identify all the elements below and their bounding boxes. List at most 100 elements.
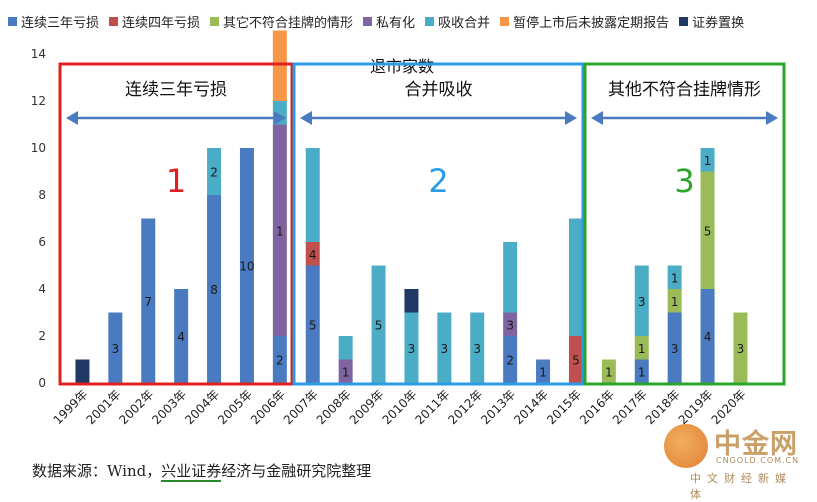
legend-label: 其它不符合挂牌的情形: [223, 15, 354, 31]
watermark: 中金网 CNGOLD.COM.CN 中文财经新媒体: [658, 420, 808, 501]
legend-label: 证券置换: [692, 15, 745, 31]
y-tick-label: 2: [38, 329, 46, 343]
annotation-box: [583, 62, 786, 386]
annotation-box: [292, 62, 585, 386]
x-tick-label: 2004年: [182, 387, 222, 427]
x-tick-label: 2006年: [248, 387, 288, 427]
x-tick-label: 2014年: [511, 387, 551, 427]
data-label: 3: [671, 342, 679, 356]
bar-segment: [239, 148, 254, 383]
y-tick-label: 10: [31, 141, 46, 155]
data-label: 1: [605, 365, 613, 379]
x-tick-label: 2007年: [281, 387, 321, 427]
bar-segment: [634, 359, 649, 383]
bar-segment: [338, 359, 353, 383]
watermark-subtitle: 中文财经新媒体: [690, 472, 792, 501]
watermark-url: CNGOLD.COM.CN: [716, 456, 800, 465]
data-label: 10: [239, 260, 254, 274]
bar-segment: [305, 265, 320, 383]
source-suffix: 经济与金融研究院整理: [221, 462, 372, 480]
legend-swatch: [425, 16, 435, 26]
bar-segment: [601, 359, 616, 383]
data-label: 1: [342, 365, 350, 379]
arrow-left-icon: [300, 111, 312, 125]
bar-segment: [667, 312, 682, 383]
data-label: 4: [704, 330, 712, 344]
x-tick-label: 2008年: [314, 387, 354, 427]
annotation-label: 合并吸收: [405, 80, 473, 100]
legend-label: 暂停上市后未披露定期报告: [513, 15, 670, 31]
data-label: 1: [704, 154, 712, 168]
bar-segment: [272, 336, 287, 383]
x-tick-label: 2013年: [478, 387, 518, 427]
bar-segment: [733, 312, 748, 383]
legend-item: 连续四年亏损: [109, 12, 200, 31]
bar-segment: [700, 171, 715, 289]
legend-swatch: [679, 16, 689, 26]
bar-segment: [667, 265, 682, 289]
data-label: 2: [210, 166, 218, 180]
source-note: 数据来源：Wind，兴业证券经济与金融研究院整理: [32, 460, 372, 482]
bar-segment: [568, 218, 583, 336]
source-highlight: 兴业证券: [161, 462, 222, 482]
data-label: 7: [144, 295, 152, 309]
bar-segment: [503, 242, 518, 313]
x-tick-label: 2012年: [445, 387, 485, 427]
legend-label: 连续四年亏损: [122, 15, 201, 31]
bar-segment: [503, 336, 518, 383]
bar-segment: [141, 218, 156, 383]
data-label: 5: [704, 224, 712, 238]
legend-swatch: [109, 16, 119, 26]
bar-segment: [207, 148, 222, 195]
x-tick-label: 2003年: [149, 387, 189, 427]
legend-label: 吸收合并: [438, 15, 491, 31]
data-label: 3: [506, 318, 514, 332]
x-tick-label: 2015年: [544, 387, 584, 427]
data-label: 5: [375, 318, 383, 332]
data-label: 3: [473, 342, 481, 356]
bar-segment: [207, 195, 222, 383]
x-tick-label: 2009年: [347, 387, 387, 427]
bar-segment: [272, 30, 287, 101]
bar-segment: [634, 336, 649, 360]
arrow-right-icon: [274, 111, 286, 125]
data-label: 1: [539, 365, 547, 379]
arrow-left-icon: [66, 111, 78, 125]
annotation-label: 连续三年亏损: [125, 80, 227, 100]
bar-segment: [305, 242, 320, 266]
data-label: 4: [309, 248, 317, 262]
legend-swatch: [8, 16, 17, 26]
bar-segment: [108, 312, 123, 383]
data-label: 5: [572, 354, 580, 368]
data-label: 5: [309, 318, 317, 332]
x-tick-label: 2001年: [83, 387, 123, 427]
x-axis: 1999年2001年2002年2003年2004年2005年2006年2007年…: [51, 387, 749, 427]
data-label: 8: [210, 283, 218, 297]
data-label: 3: [737, 342, 745, 356]
annotation-number: 3: [674, 162, 694, 200]
legend-item: 私有化: [363, 12, 415, 31]
bar-segment: [634, 265, 649, 336]
chart-legend: 连续三年亏损 连续四年亏损 其它不符合挂牌的情形 私有化 吸收合并 暂停上市后未披露定期报…: [8, 6, 808, 36]
bar-segment: [437, 312, 452, 383]
legend-label: 连续三年亏损: [21, 15, 100, 31]
legend-item: 吸收合并: [425, 12, 490, 31]
x-tick-label: 2002年: [116, 387, 156, 427]
chart-title: 退市家数: [370, 57, 434, 76]
annotation-number: 1: [166, 162, 186, 200]
x-tick-label: 2017年: [610, 387, 650, 427]
bar-segment: [174, 289, 189, 383]
bar-segment: [470, 312, 485, 383]
bar-segment: [75, 359, 90, 383]
arrow-right-icon: [766, 111, 778, 125]
data-label: 3: [112, 342, 120, 356]
x-tick-label: 1999年: [51, 387, 91, 427]
y-tick-label: 14: [31, 47, 46, 61]
x-tick-label: 2016年: [577, 387, 617, 427]
x-tick-label: 2005年: [215, 387, 255, 427]
data-label: 1: [671, 271, 679, 285]
annotation-number: 2: [428, 162, 448, 200]
source-prefix: 数据来源：Wind，: [32, 462, 162, 480]
y-tick-label: 8: [38, 188, 46, 202]
